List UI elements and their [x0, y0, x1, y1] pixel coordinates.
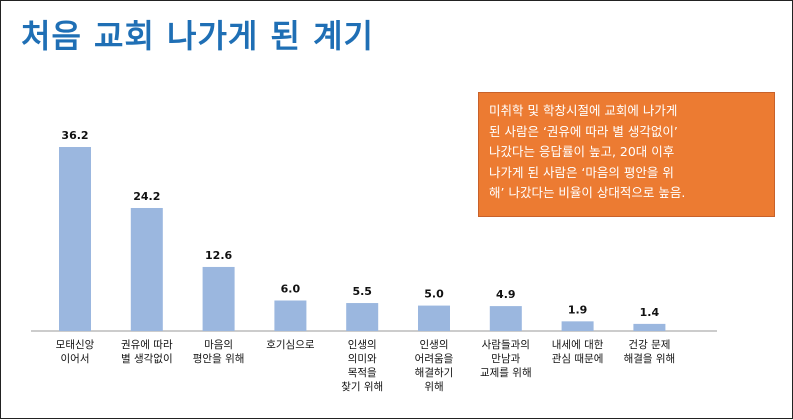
callout-box: 미취학 및 학창시절에 교회에 나가게 된 사람은 ‘권유에 따라 별 생각없이… [478, 92, 775, 217]
bar [346, 303, 379, 331]
bar [489, 306, 522, 331]
data-label: 1.9 [568, 303, 588, 316]
bar [633, 323, 666, 331]
bar [130, 207, 163, 331]
data-label: 5.0 [424, 288, 444, 301]
data-label: 36.2 [61, 129, 88, 142]
bar [418, 305, 450, 331]
category-label: 마음의 평안을 위해 [193, 339, 245, 365]
category-label: 모태신앙 이어서 [56, 339, 95, 365]
category-label: 내세에 대한 관심 때문에 [552, 339, 604, 365]
bar [202, 266, 235, 331]
category-label: 건강 문제 해결을 위해 [624, 339, 676, 365]
data-label: 12.6 [205, 249, 232, 262]
data-label: 24.2 [133, 190, 160, 203]
bar [274, 300, 307, 331]
category-label: 인생의 어려움을 해결하기 위해 [415, 339, 454, 393]
category-label: 인생의 의미와 목적을 찾기 위해 [341, 339, 383, 393]
data-label: 6.0 [281, 283, 301, 296]
data-label: 1.4 [640, 306, 660, 319]
category-label: 호기심으로 [266, 339, 315, 351]
bar [59, 147, 91, 331]
category-label: 권유에 따라 별 생각없이 [121, 339, 173, 365]
data-label: 5.5 [352, 285, 372, 298]
bar [561, 321, 594, 331]
category-label: 사람들과의 만남과 교제를 위해 [480, 338, 532, 379]
data-label: 4.9 [496, 288, 516, 301]
page-title: 처음 교회 나가게 된 계기 [21, 17, 374, 55]
